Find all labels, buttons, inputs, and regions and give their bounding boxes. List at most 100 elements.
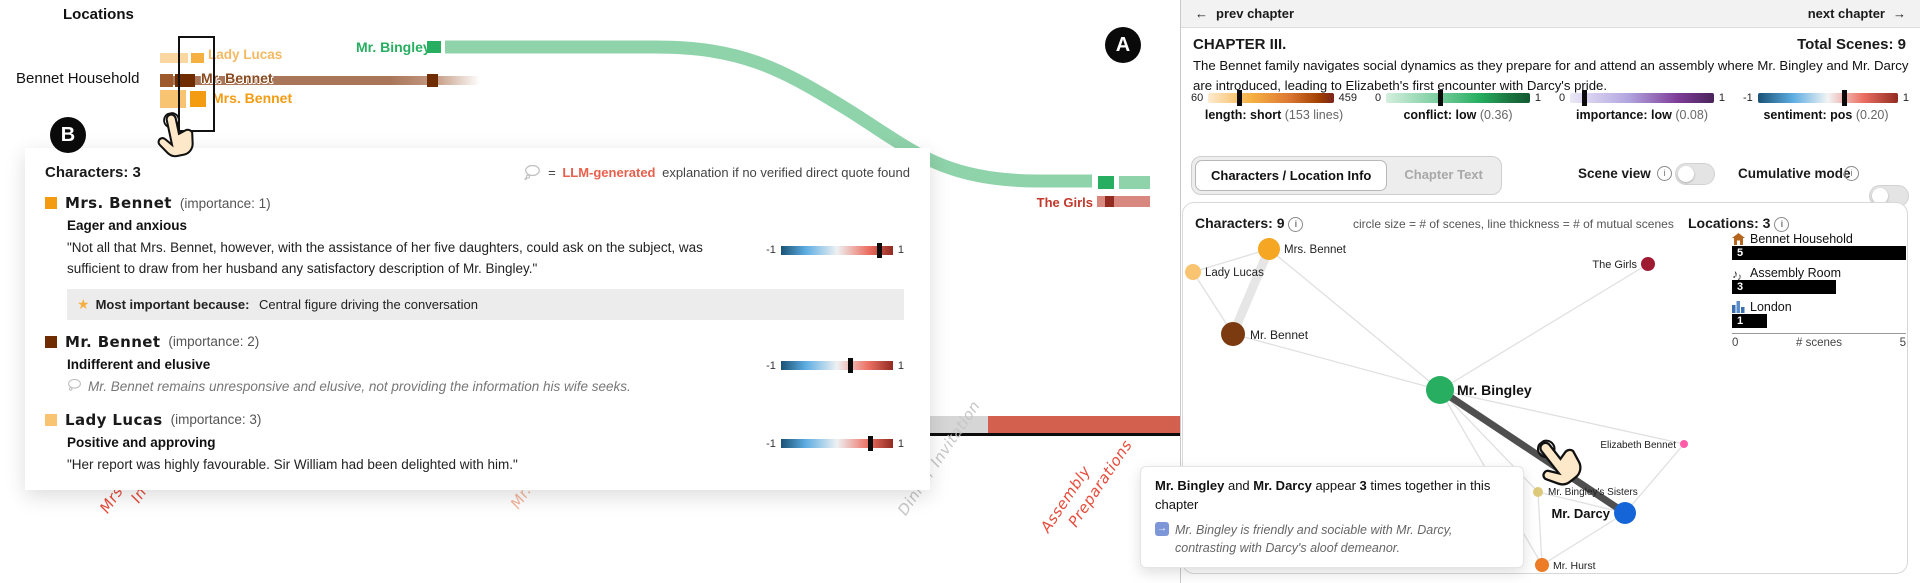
metric-min: 60 (1191, 92, 1204, 104)
mr-bingley-scene-bar[interactable] (427, 41, 441, 53)
sentiment-scale: -1 1 (766, 436, 904, 452)
node-mrs-bennet[interactable] (1258, 238, 1280, 260)
the-girls-scene-bar[interactable] (1105, 196, 1114, 207)
scene-view-label: Scene view (1578, 166, 1651, 181)
character-trait: Eager and anxious (67, 218, 188, 233)
info-icon[interactable]: i (1844, 166, 1859, 181)
mr-bennet-scene-bar[interactable] (175, 74, 195, 87)
node-label: Mr. Darcy (1551, 506, 1610, 521)
cumulative-mode-toggle[interactable] (1869, 185, 1909, 207)
metric-marker (1841, 90, 1847, 106)
node-label: Mr. Hurst (1553, 560, 1596, 572)
node-label: Mr. Bingley's Sisters (1548, 487, 1638, 498)
mrs-bennet-scene-bar[interactable] (190, 91, 206, 107)
character-quote: "Her report was highly favourable. Sir W… (67, 456, 518, 472)
metric-label: sentiment: pos (1763, 108, 1853, 122)
mr-bennet-scene-bar[interactable] (160, 74, 173, 87)
lady-lucas-scene-bar[interactable] (160, 53, 188, 63)
mr-bingley-scene-bar[interactable] (1119, 176, 1150, 189)
metric-marker (1581, 90, 1587, 106)
node-mr-darcy[interactable] (1614, 502, 1636, 524)
character-trait: Positive and approving (67, 434, 216, 450)
node-lady-lucas[interactable] (1185, 264, 1201, 280)
info-icon[interactable]: i (1288, 217, 1304, 232)
metric-length: 60 459 length: short (153 lines) (1191, 90, 1357, 122)
node-mr-bingley[interactable] (1426, 376, 1454, 404)
node-elizabeth-bennet[interactable] (1680, 440, 1688, 448)
scene-segment-bar[interactable] (930, 416, 988, 433)
metric-gradient-bar (1208, 90, 1334, 106)
character-name: Mr. Bennet (65, 332, 161, 351)
node-mr-bennet[interactable] (1221, 322, 1245, 346)
locations-axis-line (1732, 333, 1906, 334)
tab-chapter-text[interactable]: Chapter Text (1404, 167, 1483, 182)
edge-mr-bingley-mr-darcy-highlighted[interactable] (1438, 387, 1627, 516)
toggle-knob (1678, 165, 1694, 182)
metric-min: -1 (1743, 92, 1753, 104)
svg-text:♪: ♪ (1732, 267, 1738, 280)
mr-bennet-stream-ribbon[interactable] (160, 76, 480, 85)
character-entry: Mrs. Bennet (importance: 1) -1 1 Eager a… (45, 194, 910, 320)
sentiment-scale: -1 1 (766, 358, 904, 374)
metric-value: (0.20) (1855, 108, 1889, 122)
arrow-right-icon: → (1893, 6, 1906, 21)
info-icon[interactable]: i (1657, 166, 1672, 181)
city-icon (1732, 301, 1745, 313)
scene-view-toggle[interactable] (1675, 163, 1715, 185)
node-mr-hurst[interactable] (1535, 558, 1549, 572)
metric-gradient-bar (1757, 90, 1898, 106)
sentiment-gradient-bar (780, 242, 893, 258)
scale-min: -1 (766, 359, 776, 372)
character-quote: "Not all that Mrs. Bennet, however, with… (67, 240, 707, 276)
timeline-axis-line (930, 433, 1180, 436)
characters-count-header: Characters: 9 i (1195, 215, 1304, 232)
the-girls-scene-bar[interactable] (1097, 196, 1105, 207)
chapter-description: The Bennet family navigates social dynam… (1193, 58, 1909, 93)
metric-gradient-bar (1386, 90, 1530, 106)
metric-min: 0 (1559, 92, 1566, 104)
legend-text: explanation if no verified direct quote … (658, 165, 910, 180)
graph-edges (1192, 248, 1685, 566)
edge-tooltip-explanation: → Mr. Bingley is friendly and sociable w… (1155, 521, 1509, 557)
node-label: The Girls (1592, 259, 1637, 271)
next-chapter-button[interactable]: next chapter → (1808, 6, 1906, 21)
metric-marker (1437, 90, 1443, 106)
locations-count-header: Locations: 3 i (1688, 215, 1790, 232)
metric-min: 0 (1375, 92, 1382, 104)
most-important-prefix: Most important because: (95, 296, 250, 312)
location-bar-count: 5 (1737, 247, 1744, 259)
edge-tooltip: Mr. Bingley and Mr. Darcy appear 3 times… (1140, 466, 1524, 568)
scene-label-assembly-preparations: Assembly Preparations (1036, 425, 1137, 548)
metric-max: 1 (1718, 92, 1725, 104)
the-girls-scene-bar[interactable] (1114, 196, 1150, 207)
scale-max: 1 (897, 437, 904, 450)
axis-label: # scenes (1795, 337, 1843, 349)
node-mr-bingleys-sisters[interactable] (1533, 487, 1543, 497)
metric-max: 1 (1902, 92, 1909, 104)
location-row-label: Bennet Household (16, 70, 140, 87)
info-icon[interactable]: i (1774, 217, 1790, 232)
most-important-note: ★ Most important because: Central figure … (67, 288, 904, 320)
house-icon (1732, 233, 1745, 245)
scene-segment-bar[interactable] (988, 416, 1180, 433)
metric-value: (153 lines) (1284, 108, 1344, 122)
mr-bingley-scene-bar[interactable] (1098, 176, 1114, 189)
edge-mrs-bennet-mr-bennet[interactable] (1228, 247, 1274, 336)
edge-tooltip-line1: Mr. Bingley and Mr. Darcy appear 3 times… (1155, 478, 1494, 512)
characters-tooltip-title: Characters: 3 (45, 164, 141, 181)
metric-label: conflict: low (1403, 108, 1477, 122)
tab-characters-location-info[interactable]: Characters / Location Info (1195, 160, 1388, 191)
scale-min: -1 (766, 244, 776, 256)
prev-chapter-button[interactable]: ← prev chapter (1195, 6, 1294, 21)
location-item-label: London (1732, 300, 1792, 314)
scale-max: 1 (897, 359, 904, 372)
lady-lucas-scene-bar[interactable] (191, 53, 204, 63)
sentiment-gradient-bar (780, 436, 893, 452)
mr-bennet-scene-bar[interactable] (427, 74, 438, 87)
node-the-girls[interactable] (1641, 257, 1655, 271)
location-item-label: ♪ ♪ Assembly Room (1732, 266, 1841, 280)
character-network-graph: Mrs. Bennet Lady Lucas Mr. Bennet Mr. Bi… (1185, 238, 1688, 572)
time-window-selection[interactable] (178, 36, 215, 132)
mr-bingley-stream-ribbon[interactable] (440, 38, 1160, 208)
character-color-swatch (45, 413, 57, 426)
